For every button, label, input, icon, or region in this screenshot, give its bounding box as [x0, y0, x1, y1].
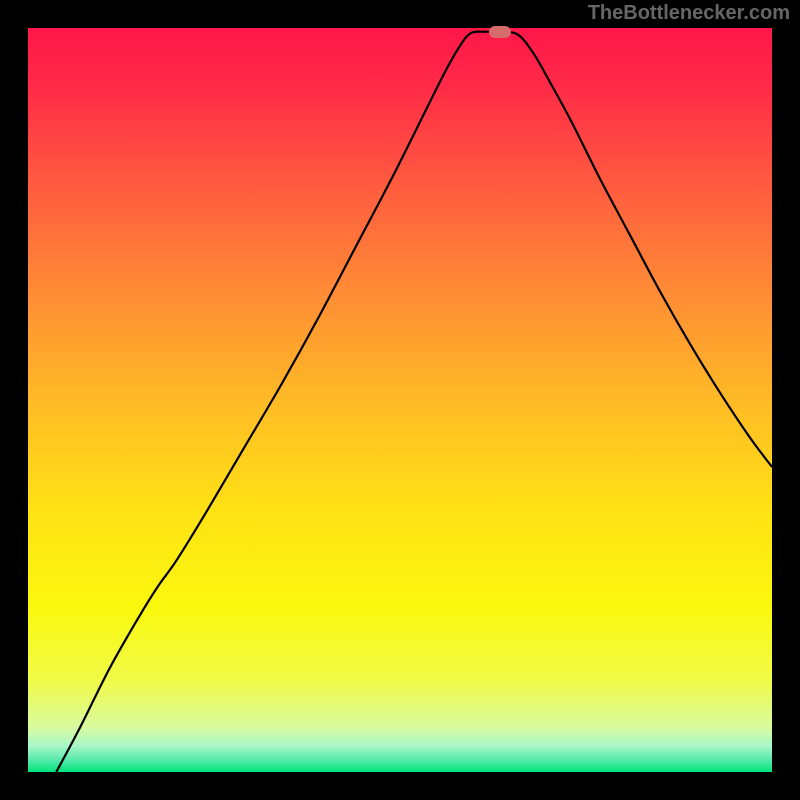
optimal-marker: [489, 26, 511, 38]
bottleneck-curve: [28, 28, 772, 772]
watermark-text: TheBottlenecker.com: [588, 2, 790, 25]
chart-container: TheBottlenecker.com: [0, 0, 800, 800]
plot-area: [28, 28, 772, 772]
